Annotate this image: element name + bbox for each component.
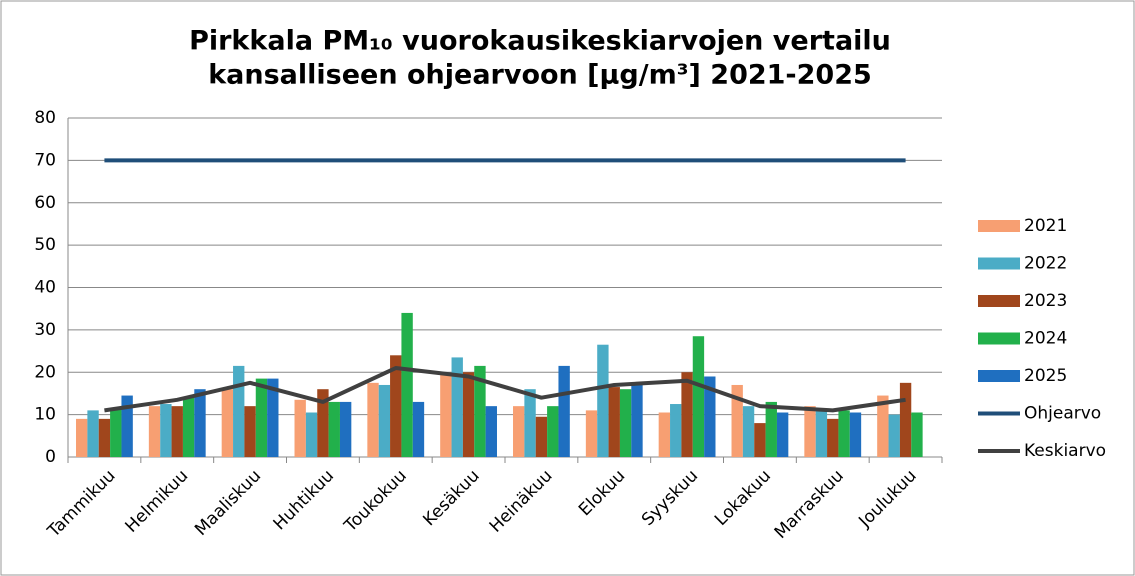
- legend-swatch: [978, 220, 1020, 232]
- y-tick-label: 80: [34, 108, 56, 128]
- bar: [462, 372, 475, 457]
- y-tick-label: 20: [34, 362, 56, 382]
- y-tick-label: 10: [34, 405, 56, 425]
- y-tick-label: 0: [45, 447, 56, 467]
- y-tick-label: 70: [34, 150, 56, 170]
- y-tick-label: 30: [34, 320, 56, 340]
- y-tick-label: 60: [34, 193, 56, 213]
- bar: [776, 412, 789, 457]
- bar: [731, 384, 743, 457]
- bar: [440, 374, 452, 457]
- bar: [221, 389, 234, 457]
- bar: [233, 365, 245, 457]
- bar: [704, 376, 716, 457]
- bar: [692, 336, 705, 457]
- legend-swatch: [978, 295, 1020, 307]
- bar: [804, 406, 816, 457]
- bar: [76, 418, 88, 457]
- bar: [267, 378, 279, 457]
- bar: [631, 382, 643, 457]
- bar: [765, 401, 777, 457]
- bar: [597, 344, 609, 457]
- bar: [558, 365, 570, 457]
- bar: [367, 382, 379, 457]
- line-series: [104, 366, 906, 413]
- bar: [619, 389, 632, 457]
- chart-title: kansalliseen ohjearvoon [µg/m³] 2021-202…: [208, 60, 872, 91]
- bar: [328, 401, 340, 457]
- bar: [294, 399, 306, 457]
- bar: [401, 312, 413, 457]
- bar: [244, 406, 256, 457]
- bar: [451, 357, 463, 457]
- bar: [513, 406, 525, 457]
- legend-swatch: [978, 370, 1020, 382]
- bar: [849, 412, 862, 457]
- bar: [148, 406, 161, 457]
- chart-title: Pirkkala PM₁₀ vuorokausikeskiarvojen ver…: [189, 26, 891, 57]
- bar: [670, 404, 682, 457]
- bar: [305, 412, 318, 457]
- legend-label: 2025: [1024, 366, 1067, 386]
- bar: [524, 389, 536, 457]
- bar: [98, 418, 111, 457]
- bar: [339, 401, 352, 457]
- bar: [888, 414, 900, 457]
- legend-label: Keskiarvo: [1024, 441, 1106, 461]
- bar: [317, 389, 329, 457]
- bar: [754, 423, 766, 457]
- bar: [877, 395, 889, 457]
- legend-swatch: [978, 257, 1020, 270]
- bar: [160, 404, 172, 457]
- bar: [390, 355, 402, 457]
- bar: [110, 408, 122, 457]
- bar: [194, 389, 206, 457]
- legend-label: 2021: [1024, 216, 1067, 236]
- legend-label: 2023: [1024, 291, 1067, 311]
- y-tick-label: 40: [34, 278, 56, 298]
- bar: [547, 406, 559, 457]
- bar: [255, 378, 268, 457]
- legend-swatch: [978, 332, 1020, 345]
- bar: [474, 365, 486, 457]
- bar: [485, 406, 497, 457]
- bar: [87, 410, 99, 457]
- bar: [742, 406, 755, 457]
- bar: [378, 384, 391, 457]
- bar: [815, 408, 828, 457]
- bar: [899, 382, 912, 457]
- bar: [121, 395, 133, 457]
- legend-label: 2022: [1024, 254, 1067, 274]
- bar: [838, 410, 850, 457]
- legend-label: 2024: [1024, 329, 1067, 349]
- bar: [412, 401, 425, 457]
- legend-label: Ohjearvo: [1024, 404, 1101, 424]
- bar: [535, 416, 548, 457]
- bar: [608, 387, 620, 457]
- bar: [585, 410, 598, 457]
- bar: [171, 406, 183, 457]
- bar: [827, 418, 839, 457]
- bar: [658, 412, 671, 457]
- bar: [681, 372, 693, 457]
- y-tick-label: 50: [34, 235, 56, 255]
- bar: [911, 412, 923, 457]
- bar: [182, 397, 195, 457]
